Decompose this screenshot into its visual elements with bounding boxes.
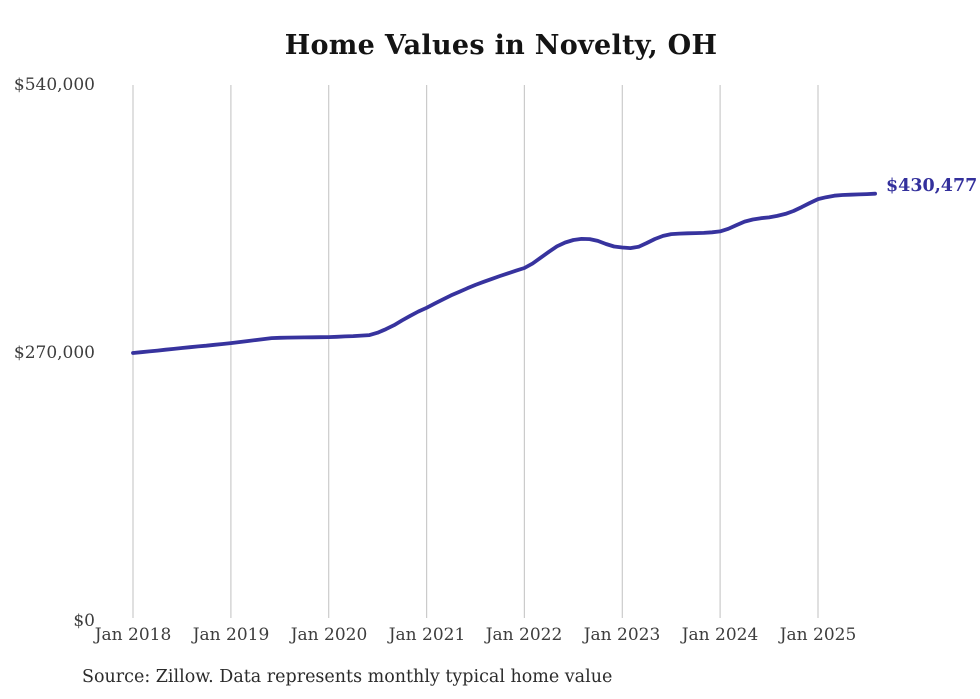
- y-tick-0: $0: [73, 611, 95, 631]
- vertical-gridlines: [132, 85, 819, 618]
- y-tick-540000: $540,000: [13, 75, 95, 95]
- x-tick-jan-2020: Jan 2020: [290, 625, 368, 645]
- y-tick-270000: $270,000: [13, 343, 95, 363]
- x-tick-jan-2021: Jan 2021: [388, 625, 466, 645]
- x-tick-jan-2022: Jan 2022: [485, 625, 563, 645]
- x-tick-jan-2025: Jan 2025: [779, 625, 857, 645]
- home-value-line-series: [131, 191, 877, 355]
- latest-value-label: $430,477: [886, 176, 978, 196]
- x-tick-jan-2024: Jan 2024: [681, 625, 759, 645]
- source-note: Source: Zillow. Data represents monthly …: [82, 667, 613, 687]
- chart-title: Home Values in Novelty, OH: [284, 30, 718, 61]
- x-tick-jan-2019: Jan 2019: [192, 625, 270, 645]
- x-tick-jan-2018: Jan 2018: [94, 625, 172, 645]
- x-tick-jan-2023: Jan 2023: [583, 625, 661, 645]
